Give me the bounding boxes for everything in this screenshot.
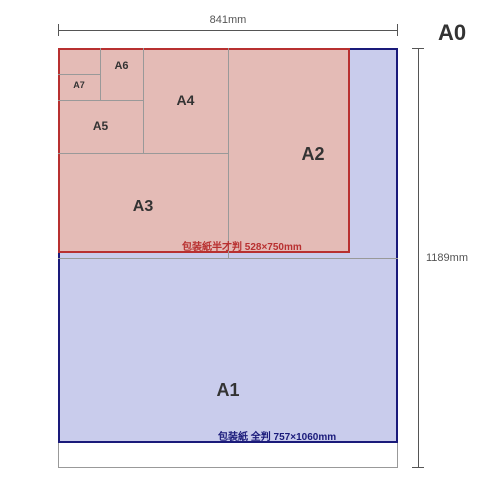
line-a1-top (58, 258, 398, 259)
label-a4: A4 (143, 92, 228, 108)
right-dim-label: 1189mm (426, 252, 468, 264)
line-a3-top (58, 153, 228, 154)
right-dim-line (418, 48, 419, 468)
label-a2: A2 (228, 144, 398, 165)
label-a6: A6 (100, 60, 143, 72)
label-a1: A1 (58, 380, 398, 401)
line-a5-top (58, 100, 143, 101)
right-dim-tick-t (412, 48, 424, 49)
a0-title: A0 (438, 20, 466, 46)
line-a6-left (100, 48, 101, 100)
label-a5: A5 (58, 119, 143, 133)
label-a3: A3 (58, 198, 228, 216)
label-a7: A7 (58, 80, 100, 90)
hansai-label: 包装紙半才判 528×750mm (182, 238, 302, 253)
zenhan-label: 包装紙 全判 757×1060mm (218, 428, 336, 443)
top-dim-line (58, 30, 398, 31)
top-dim-label: 841mm (58, 14, 398, 26)
line-a7-top (58, 74, 100, 75)
right-dim-tick-b (412, 467, 424, 468)
